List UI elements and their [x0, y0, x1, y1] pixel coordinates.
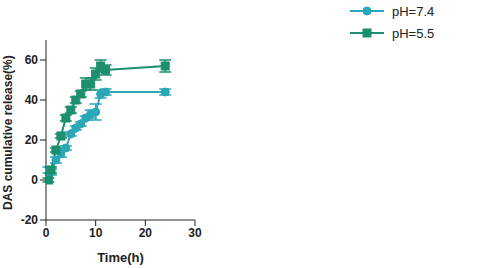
svg-text:20: 20 [25, 133, 39, 147]
svg-text:30: 30 [188, 226, 202, 240]
svg-text:20: 20 [139, 226, 153, 240]
html-text:pH=7.4: pH=7.4 [392, 3, 435, 19]
svg-text:0: 0 [31, 173, 38, 187]
svg-text:60: 60 [25, 53, 39, 67]
svg-text:-20: -20 [21, 213, 39, 227]
svg-text:10: 10 [89, 226, 103, 240]
svg-text:DAS cumulative release(%): DAS cumulative release(%) [8, 55, 15, 210]
svg-text:Time(h): Time(h) [97, 250, 144, 265]
svg-text:0: 0 [43, 226, 50, 240]
html-text:pH=5.5: pH=5.5 [392, 25, 435, 41]
svg-text:40: 40 [25, 93, 39, 107]
